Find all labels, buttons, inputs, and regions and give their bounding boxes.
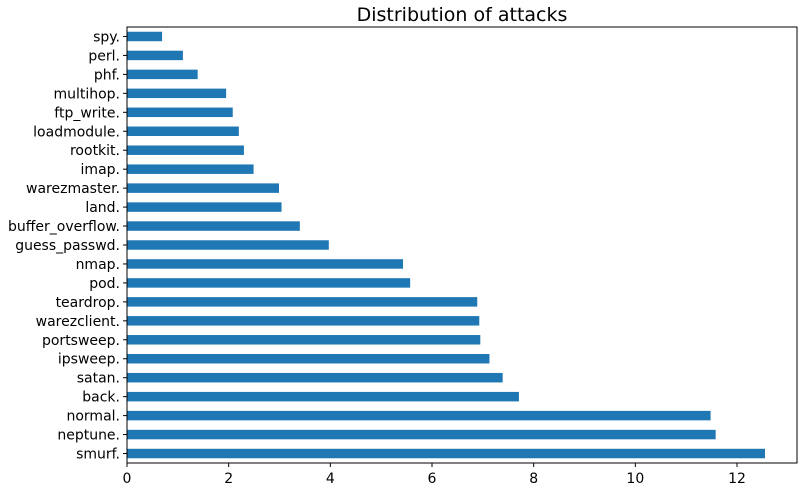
bar-guess-passwd	[127, 240, 329, 250]
bar-spy	[127, 31, 163, 42]
bar-warezclient	[127, 316, 480, 326]
y-tick-label: normal.	[66, 409, 120, 425]
y-tick-label: nmap.	[76, 257, 120, 273]
x-tick-label: 2	[224, 471, 233, 487]
y-tick-label: ftp_write.	[54, 105, 120, 121]
x-axis-ticks: 0 2 4 6 8 10 12	[123, 463, 746, 487]
bar-satan	[127, 372, 503, 383]
chart-title: Distribution of attacks	[357, 4, 568, 26]
bar-phf	[127, 69, 198, 80]
y-tick-label: smurf.	[76, 447, 120, 463]
x-tick-label: 12	[728, 471, 746, 487]
y-tick-label: pod.	[89, 276, 120, 292]
y-tick-label: loadmodule.	[33, 124, 120, 140]
bar-loadmodule	[127, 126, 239, 136]
y-tick-label: imap.	[81, 162, 120, 178]
plot-frame	[126, 26, 798, 464]
bar-back	[127, 391, 519, 402]
y-tick-label: phf.	[94, 67, 120, 83]
y-tick-label: teardrop.	[56, 295, 120, 311]
bars-group	[127, 31, 765, 459]
bar-buffer-overflow	[127, 221, 300, 231]
bar-teardrop	[127, 297, 478, 307]
x-tick-label: 6	[428, 471, 437, 487]
y-tick-label: guess_passwd.	[15, 238, 120, 254]
bar-ipsweep	[127, 354, 490, 364]
bar-neptune	[127, 429, 716, 440]
y-tick-label: satan.	[77, 371, 120, 387]
bar-rootkit	[127, 145, 244, 155]
y-tick-label: portsweep.	[42, 333, 120, 349]
bar-pod	[127, 278, 411, 288]
y-tick-label: multihop.	[53, 86, 120, 102]
y-tick-label: neptune.	[57, 428, 120, 444]
y-tick-label: warezmaster.	[26, 181, 120, 197]
x-tick-label: 0	[123, 471, 132, 487]
y-tick-label: land.	[85, 200, 120, 216]
bar-portsweep	[127, 335, 481, 345]
y-tick-label: spy.	[93, 29, 120, 45]
bar-normal	[127, 410, 711, 421]
y-tick-label: buffer_overflow.	[8, 219, 120, 235]
bar-ftp-write	[127, 107, 233, 118]
bar-multihop	[127, 88, 227, 99]
y-tick-label: perl.	[88, 48, 120, 64]
bar-nmap	[127, 259, 404, 269]
x-tick-label: 4	[326, 471, 335, 487]
bar-land	[127, 202, 282, 212]
y-axis-ticks: smurf. neptune. normal. back. satan. ipsweep.…	[8, 29, 127, 463]
y-tick-label: rootkit.	[70, 143, 120, 159]
bar-warezmaster	[127, 183, 279, 193]
bar-smurf	[127, 448, 765, 459]
y-tick-label: back.	[82, 390, 120, 406]
x-tick-label: 10	[626, 471, 644, 487]
bar-perl	[127, 50, 183, 61]
y-tick-label: warezclient.	[36, 314, 120, 330]
bar-imap	[127, 164, 254, 174]
y-tick-label: ipsweep.	[58, 352, 120, 368]
x-tick-label: 8	[529, 471, 538, 487]
